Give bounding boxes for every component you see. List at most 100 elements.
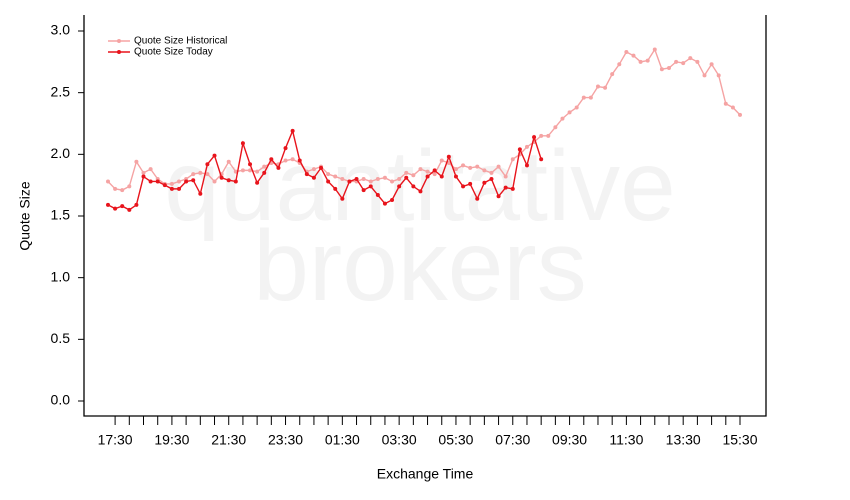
point xyxy=(390,197,395,202)
point xyxy=(127,184,132,189)
point xyxy=(375,193,380,198)
point xyxy=(496,164,501,169)
y-tick-label: 2.5 xyxy=(51,83,71,99)
point xyxy=(532,135,537,140)
point xyxy=(652,47,657,52)
point xyxy=(162,183,167,188)
point xyxy=(510,157,515,162)
point xyxy=(553,125,558,130)
legend-label: Quote Size Historical xyxy=(134,36,227,47)
y-tick-label: 3.0 xyxy=(51,22,71,38)
point xyxy=(468,181,473,186)
point xyxy=(595,84,600,89)
point xyxy=(106,202,110,207)
point xyxy=(311,167,316,172)
point xyxy=(255,169,260,174)
point xyxy=(226,178,231,183)
watermark: brokers xyxy=(253,210,586,322)
point xyxy=(219,175,224,180)
point xyxy=(425,174,430,179)
point xyxy=(127,207,132,212)
point xyxy=(333,186,338,191)
x-tick-label: 09:30 xyxy=(552,432,587,448)
y-tick-label: 2.0 xyxy=(51,145,71,161)
point xyxy=(311,175,316,180)
point xyxy=(603,85,608,90)
point xyxy=(397,177,402,181)
point xyxy=(120,204,125,209)
y-tick-label: 0.0 xyxy=(51,392,71,408)
point xyxy=(453,174,458,179)
point xyxy=(681,61,686,66)
x-tick-label: 03:30 xyxy=(382,432,417,448)
legend-marker xyxy=(117,50,121,54)
point xyxy=(510,186,515,191)
point xyxy=(610,72,615,77)
point xyxy=(517,147,522,152)
point xyxy=(439,174,444,179)
point xyxy=(404,170,409,175)
point xyxy=(212,153,217,158)
point xyxy=(205,172,210,177)
point xyxy=(461,184,466,189)
x-tick-label: 23:30 xyxy=(268,432,303,448)
point xyxy=(191,178,196,183)
point xyxy=(326,179,331,184)
point xyxy=(262,164,267,169)
x-tick-label: 11:30 xyxy=(609,432,643,448)
point xyxy=(489,170,494,175)
point xyxy=(198,170,203,175)
point xyxy=(496,194,501,199)
point xyxy=(617,62,622,67)
point xyxy=(411,184,416,189)
point xyxy=(567,110,572,115)
point xyxy=(120,188,125,193)
point xyxy=(539,133,544,138)
point xyxy=(169,181,174,186)
legend-marker xyxy=(117,39,121,43)
point xyxy=(716,73,721,78)
point xyxy=(304,172,309,177)
y-tick-label: 1.0 xyxy=(51,268,71,284)
point xyxy=(340,177,345,181)
point xyxy=(240,141,245,146)
point xyxy=(524,163,529,168)
point xyxy=(248,162,253,167)
point xyxy=(375,177,380,181)
point xyxy=(368,184,373,189)
point xyxy=(432,172,437,177)
point xyxy=(411,173,416,178)
point xyxy=(482,180,487,185)
point xyxy=(645,58,650,63)
x-tick-label: 05:30 xyxy=(438,432,473,448)
point xyxy=(276,165,281,170)
point xyxy=(574,105,579,110)
point xyxy=(283,146,288,151)
point xyxy=(141,170,146,175)
point xyxy=(702,73,707,78)
point xyxy=(319,165,324,170)
y-axis-label: Quote Size xyxy=(17,181,33,250)
point xyxy=(148,179,153,184)
point xyxy=(588,95,593,100)
point xyxy=(503,185,508,190)
point xyxy=(674,59,679,64)
point xyxy=(695,59,700,64)
point xyxy=(446,160,451,165)
point xyxy=(177,186,182,191)
point xyxy=(361,188,366,193)
point xyxy=(453,167,458,172)
point xyxy=(738,112,742,117)
point xyxy=(255,180,260,185)
y-tick-label: 1.5 xyxy=(51,207,71,223)
point xyxy=(482,168,487,173)
point xyxy=(439,158,444,163)
point xyxy=(539,157,544,162)
x-tick-label: 19:30 xyxy=(154,432,189,448)
point xyxy=(148,167,153,172)
point xyxy=(546,133,551,138)
x-tick-label: 17:30 xyxy=(98,432,133,448)
point xyxy=(659,67,664,72)
x-tick-label: 13:30 xyxy=(666,432,701,448)
